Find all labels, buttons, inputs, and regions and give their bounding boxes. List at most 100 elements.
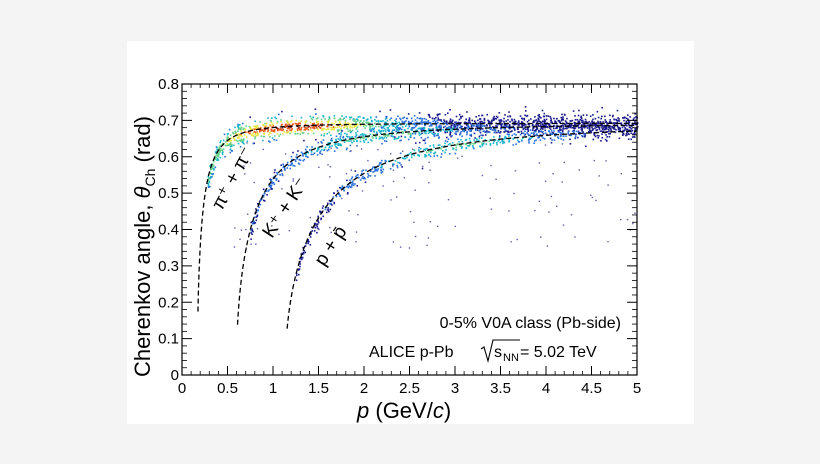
density-point (446, 131, 448, 133)
density-point (229, 134, 232, 137)
density-point (534, 134, 537, 136)
density-point (328, 199, 331, 202)
density-point (295, 119, 297, 122)
density-point (371, 135, 374, 138)
centrality-annotation: 0-5% V0A class (Pb-side) (440, 315, 621, 332)
density-point (372, 166, 374, 169)
density-point (470, 129, 472, 131)
density-point (449, 121, 452, 123)
density-point (372, 125, 374, 127)
density-point (309, 244, 312, 246)
density-point (447, 138, 450, 140)
density-point (607, 241, 609, 243)
density-point (329, 176, 331, 178)
density-point (362, 121, 364, 124)
density-point (271, 182, 273, 184)
density-point (385, 160, 387, 163)
density-point (486, 130, 488, 133)
density-point (281, 123, 283, 126)
density-point (577, 130, 580, 133)
density-point (601, 115, 603, 118)
density-point (326, 133, 329, 135)
density-point (411, 129, 413, 131)
density-point (439, 128, 441, 130)
density-point (479, 118, 481, 120)
density-point (616, 109, 619, 112)
density-point (313, 122, 315, 125)
density-point (322, 139, 325, 141)
density-point (601, 124, 603, 127)
density-point (516, 122, 519, 125)
density-point (413, 149, 416, 152)
density-point (379, 162, 381, 165)
density-point (478, 135, 481, 138)
density-point (535, 139, 537, 141)
density-point (345, 148, 348, 151)
density-point (521, 124, 524, 127)
density-point (575, 130, 578, 133)
density-point (356, 118, 359, 121)
density-point (229, 144, 231, 147)
density-point (550, 117, 552, 120)
density-point (477, 124, 480, 126)
density-point (317, 121, 320, 123)
density-point (381, 164, 383, 167)
density-point (590, 130, 593, 132)
density-point (588, 121, 590, 123)
density-point (497, 131, 500, 133)
density-point (221, 153, 224, 156)
sqrt-s: s (494, 344, 502, 361)
density-point (230, 137, 233, 139)
density-point (445, 122, 448, 124)
density-point (328, 146, 330, 149)
density-point (287, 164, 290, 167)
density-point (352, 182, 354, 185)
density-point (579, 126, 581, 129)
density-point (517, 120, 520, 122)
curve-proton (286, 130, 638, 329)
density-point (359, 115, 361, 118)
density-point (309, 236, 312, 238)
density-point (344, 132, 346, 135)
density-point (621, 126, 624, 129)
density-point (355, 231, 358, 233)
density-point (465, 121, 468, 124)
density-point (503, 117, 505, 120)
axis-ticks (181, 83, 638, 376)
density-point (595, 129, 598, 131)
density-point (338, 192, 340, 195)
density-point (227, 132, 229, 135)
density-point (395, 132, 398, 135)
density-point (522, 137, 524, 139)
density-point (434, 151, 437, 154)
density-point (425, 148, 427, 150)
density-point (559, 121, 561, 124)
x-tick-label: 3.5 (490, 380, 511, 397)
density-point (269, 186, 272, 189)
density-point (292, 180, 294, 182)
density-point (405, 125, 407, 127)
density-point (340, 132, 342, 134)
density-point (240, 133, 242, 136)
density-point (278, 233, 280, 236)
density-point (313, 230, 316, 232)
density-point (281, 170, 283, 172)
density-point (260, 129, 262, 132)
density-point (468, 120, 471, 122)
density-point (605, 134, 607, 136)
density-point (336, 147, 338, 149)
density-point (371, 168, 374, 170)
density-point (447, 112, 449, 114)
density-point (291, 158, 293, 161)
density-point (565, 135, 567, 137)
density-point (490, 127, 492, 130)
density-point (427, 128, 430, 130)
density-point (386, 135, 389, 137)
density-point (460, 122, 462, 124)
density-point (524, 123, 526, 125)
density-point (339, 186, 341, 189)
density-point (442, 150, 444, 152)
density-point (508, 124, 511, 126)
density-point (586, 127, 589, 129)
density-point (320, 120, 323, 123)
